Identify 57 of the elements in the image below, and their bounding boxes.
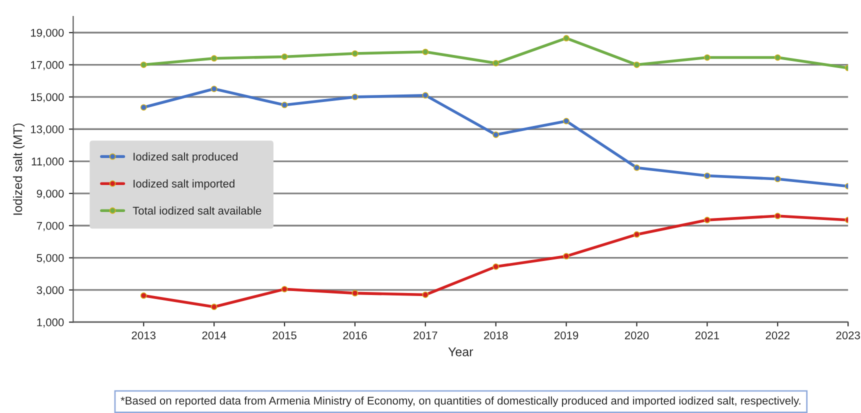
x-tick-label: 2019 [554, 331, 578, 340]
point [704, 216, 710, 224]
point [422, 92, 429, 99]
y-tick-label: 11,000 [32, 158, 64, 167]
x-tick-label: 2013 [132, 331, 156, 340]
text: *Based on reported data from Armenia Ministry of Economy, on quantities of domestically produced and imported iodized salt, respectively. [120, 396, 800, 407]
x-tick-label: 2021 [695, 331, 720, 340]
x-tick-label: 2020 [624, 331, 649, 340]
y-tick-label: 7,000 [36, 222, 64, 232]
point [634, 62, 640, 68]
point [422, 292, 429, 298]
point [492, 263, 500, 270]
y-axis-title: Iodized salt (MT) [12, 124, 25, 215]
point [140, 62, 147, 68]
point [774, 176, 781, 182]
y-tick-label: 9,000 [36, 190, 64, 199]
legend-label: Iodized salt produced [134, 152, 238, 163]
point [352, 50, 358, 57]
x-tick-label: 2017 [414, 331, 438, 340]
point [210, 86, 218, 92]
point [140, 292, 147, 299]
y-tick-label: 19,000 [31, 28, 64, 38]
y-tick-label: 3,000 [36, 286, 64, 296]
point [563, 118, 570, 124]
y-tick-label: 17,000 [31, 61, 64, 70]
y-tick-label: 13,000 [31, 125, 64, 135]
point [281, 286, 288, 292]
point [563, 252, 570, 260]
x-tick-label: 2015 [272, 331, 296, 340]
point [492, 60, 500, 66]
point [634, 231, 640, 238]
point [634, 164, 640, 171]
y-tick-label: 1,000 [37, 318, 64, 328]
point [422, 48, 429, 56]
x-tick-label: 2016 [343, 331, 367, 340]
legend-label: Iodized salt imported [134, 179, 234, 190]
x-tick-label: 2022 [766, 331, 790, 340]
point [352, 94, 358, 100]
point [774, 212, 781, 220]
x-axis-title: Year [448, 348, 474, 356]
point [704, 172, 710, 179]
point [281, 102, 288, 108]
y-tick-label: 5,000 [36, 254, 64, 264]
point [210, 55, 218, 62]
x-tick-label: 2023 [836, 331, 860, 340]
point [563, 35, 570, 42]
x-tick-label: 2014 [202, 331, 226, 340]
legend-label: Total iodized salt available [132, 206, 262, 215]
point [704, 54, 710, 61]
point [492, 132, 500, 138]
point [774, 54, 781, 61]
point [210, 304, 218, 310]
point [352, 290, 358, 296]
point [140, 104, 147, 111]
x-tick-label: 2018 [484, 331, 508, 340]
point [281, 54, 288, 60]
y-tick-label: 15,000 [31, 93, 64, 102]
